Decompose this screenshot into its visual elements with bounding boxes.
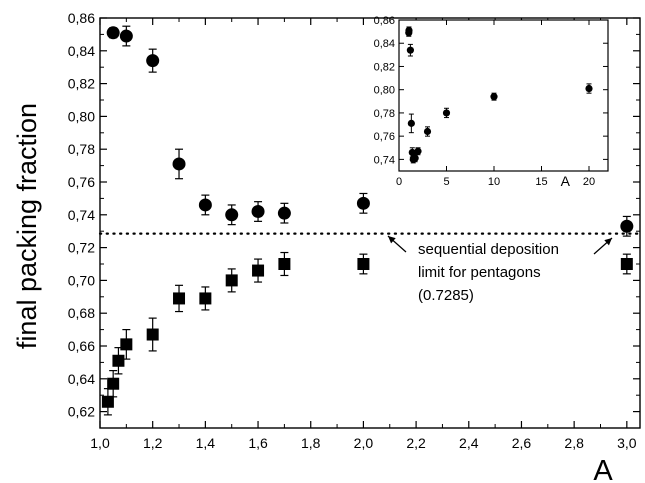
y-tick-label: 0,84 (68, 43, 95, 59)
x-tick-label: 1,6 (248, 435, 268, 451)
main-data-marks (101, 25, 634, 416)
x-tick-label: 2,6 (512, 435, 532, 451)
square-data-point (173, 292, 186, 305)
circle-data-point (620, 219, 634, 233)
inset-data-point (411, 154, 419, 162)
circle-data-point (225, 208, 239, 222)
inset-y-tick-label: 0,74 (374, 154, 395, 166)
inset-y-tick-label: 0,80 (374, 85, 395, 97)
reference-annotation: sequential deposition limit for pentagon… (418, 241, 559, 304)
y-tick-label: 0,62 (68, 404, 95, 420)
y-tick-label: 0,78 (68, 141, 95, 157)
y-tick-label: 0,68 (68, 305, 95, 321)
right-arrow-head (604, 238, 612, 246)
x-tick-label: 1,0 (90, 435, 110, 451)
inset-x-axis-label: A (561, 173, 571, 189)
inset-data-point (407, 119, 415, 127)
inset-data-point (490, 93, 498, 101)
inset-y-tick-label: 0,78 (374, 108, 395, 120)
inset-y-tick-label: 0,86 (374, 15, 395, 27)
square-data-point (357, 258, 370, 270)
circle-data-point (198, 198, 212, 212)
y-tick-label: 0,66 (68, 338, 95, 354)
inset-data-point (423, 127, 432, 136)
y-tick-label: 0,82 (68, 76, 95, 92)
annotation-arrows (387, 235, 613, 255)
square-data-point (278, 258, 291, 270)
square-data-point (225, 274, 238, 287)
x-tick-label: 3,0 (617, 435, 637, 451)
circle-data-point (172, 157, 186, 171)
square-data-point (620, 258, 633, 270)
main-plot-border (99, 17, 641, 429)
inset-data-point (406, 46, 414, 54)
circle-data-point (356, 196, 370, 210)
square-data-point (107, 377, 120, 390)
main-plot-frame (99, 17, 641, 429)
inset-y-tick-label: 0,76 (374, 131, 395, 143)
square-data-point (112, 354, 125, 367)
main-axis-ticks: 1,0 1,2 1,4 1,6 1,8 2,0 2,2 2,4 2,6 2,8 3,0 0,62 0,6… (68, 10, 640, 451)
square-data-point (101, 395, 114, 408)
y-tick-label: 0,64 (68, 371, 95, 387)
x-tick-label: 2,2 (406, 435, 426, 451)
circle-data-point (277, 206, 291, 220)
inset-plot: 0 5 10 15 20 0,74 0,76 0,78 0,80 0,82 0,84 0,86 A (374, 15, 609, 189)
inset-x-tick-label: 20 (583, 176, 595, 188)
inset-x-tick-label: 10 (488, 176, 500, 188)
inset-data-point (442, 109, 451, 117)
x-tick-label: 1,8 (301, 435, 321, 451)
x-tick-label: 1,2 (143, 435, 163, 451)
circle-data-point (251, 205, 265, 219)
inset-data-point (585, 84, 593, 93)
x-tick-label: 1,4 (196, 435, 216, 451)
y-axis-label: final packing fraction (12, 103, 42, 349)
inset-data-point (414, 147, 422, 155)
y-tick-label: 0,80 (68, 108, 95, 124)
circle-data-point (119, 29, 133, 43)
annotation-line-3: (0.7285) (418, 287, 474, 304)
y-tick-label: 0,72 (68, 240, 95, 256)
inset-y-tick-label: 0,82 (374, 61, 395, 73)
y-tick-label: 0,74 (68, 207, 95, 223)
y-tick-label: 0,70 (68, 272, 95, 288)
square-data-point (252, 264, 265, 277)
circle-data-point (106, 26, 120, 40)
inset-y-tick-label: 0,84 (374, 38, 395, 50)
y-tick-label: 0,86 (68, 10, 95, 26)
annotation-line-2: limit for pentagons (418, 264, 541, 281)
x-axis-label: A (593, 455, 613, 483)
square-data-point (199, 292, 212, 305)
x-tick-label: 2,4 (459, 435, 479, 451)
y-tick-label: 0,76 (68, 174, 95, 190)
inset-data-point (405, 26, 413, 35)
x-tick-label: 2,0 (354, 435, 374, 451)
inset-x-tick-label: 0 (396, 176, 402, 188)
square-data-point (120, 338, 133, 351)
square-data-point (146, 328, 159, 341)
x-tick-label: 2,8 (564, 435, 584, 451)
inset-border (398, 19, 609, 172)
inset-x-tick-label: 5 (443, 176, 449, 188)
left-arrow-head (388, 236, 396, 244)
annotation-line-1: sequential deposition (418, 241, 559, 258)
inset-x-tick-label: 15 (535, 176, 547, 188)
circle-data-point (146, 54, 160, 68)
